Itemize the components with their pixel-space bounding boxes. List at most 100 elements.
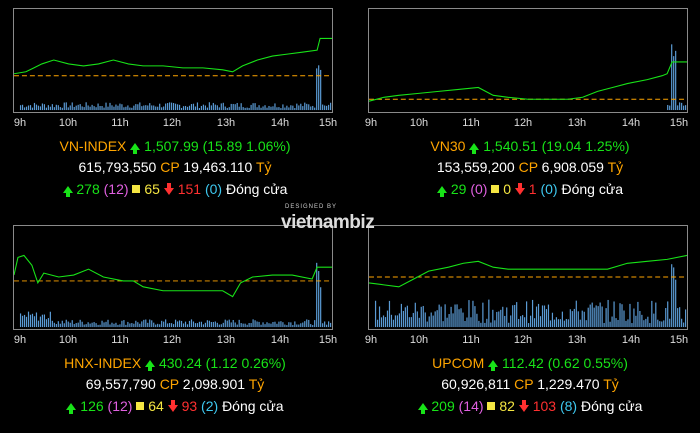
volume-bar [308,319,310,328]
volume-bar [430,312,432,328]
volume-bar [314,107,316,111]
price-line [14,254,332,298]
volume-bar [394,315,397,328]
up-arrow-icon [436,186,447,197]
volume-bar [67,107,69,111]
chart-svg [14,37,332,111]
panel-vn30: 9h 10h 11h 12h 13h 14h 15h VN30 1,540.51 (19.0… [355,0,700,216]
time-axis: 9h 10h 11h 12h 13h 14h 15h [355,117,700,131]
volume-bar [147,105,149,111]
volume-bar [77,322,79,328]
advancers: 29 [450,181,467,197]
volume-bar [85,102,87,111]
volume-bar [73,106,75,111]
volume-bar [268,323,270,328]
volume-bar [123,107,125,111]
volume-bar [178,320,181,328]
volume-bar [83,107,85,111]
volume-bar [176,104,179,111]
volume-bar [685,309,687,328]
volume-bar [95,323,97,328]
up-arrow-icon [62,186,73,197]
volume-bar [559,319,561,328]
volume-bar [679,307,681,328]
volume-bar [220,324,222,328]
decliners: 103 [532,398,557,414]
volume-bar [276,323,278,328]
volume-bar [35,104,38,111]
volume-bar [101,106,103,111]
chart-svg [369,44,687,111]
volume-bar [65,319,67,328]
volume-bar [91,104,93,111]
ceiling-count: (12) [103,181,129,197]
time-tick-label: 10h [409,334,429,346]
volume-bar [222,322,224,328]
volume-bar [524,317,526,328]
ceiling-count: (14) [458,398,484,414]
volume-bar [563,320,565,328]
volume-bar [93,106,95,111]
volume-bar [167,103,169,111]
volume-bar [176,321,179,328]
volume-bar [414,302,416,328]
volume-bar [557,319,560,328]
index-value: 430.24 [158,355,202,371]
volume-bar [535,306,538,328]
volume-bar [258,321,260,328]
volume-bar [388,300,391,328]
volume-bar [681,102,683,111]
volume-bar [398,313,401,328]
volume-bar [157,323,159,328]
volume-bar [320,69,322,111]
advancers: 278 [76,181,100,197]
volume-bar [174,103,177,111]
volume-bar [516,302,518,328]
volume-bar [149,103,151,111]
volume-bar [186,106,189,111]
volume-bar [492,309,494,328]
volume-bar [117,324,119,328]
time-tick-label: 13h [567,117,587,129]
volume-bar [458,309,460,328]
volume-bar [159,324,161,328]
time-tick-label: 10h [58,117,78,129]
time-tick-label: 11h [111,117,129,129]
volume-bar [595,305,597,328]
volume-bar [635,315,637,328]
volume-bar [659,321,661,328]
volume-bar [603,322,605,328]
volume-bar [125,106,127,111]
volume-bar [565,318,567,328]
volume-bar [621,304,623,328]
volume-bar [288,322,290,328]
volume-bar [21,315,24,328]
volume-bar [250,323,252,328]
volume-bar [520,316,522,328]
volume-bar [198,108,201,111]
volume-bar [153,105,155,111]
volume-bar [296,324,298,328]
volume-bar [615,318,617,328]
volume-bar [190,319,193,328]
volume-bar [165,103,167,111]
volume-bar [19,105,22,111]
volume-bar [456,304,458,328]
volume-bar [63,102,65,111]
down-arrow-icon [518,400,529,412]
volume-bar [252,103,254,111]
volume-bar [79,104,81,111]
up-arrow-icon [469,143,480,154]
volume-bar [506,307,508,328]
volume-bar [324,105,326,111]
volume-bar [496,311,498,328]
volume-bar [216,322,218,328]
volume-bar [428,316,430,328]
volume-bar [178,104,181,111]
volume-bar [448,314,450,328]
volume-bar [416,311,418,328]
volume-bar [589,304,591,328]
volume-bar [25,106,28,111]
time-tick-label: 13h [567,334,587,346]
volume-bar [133,105,135,111]
